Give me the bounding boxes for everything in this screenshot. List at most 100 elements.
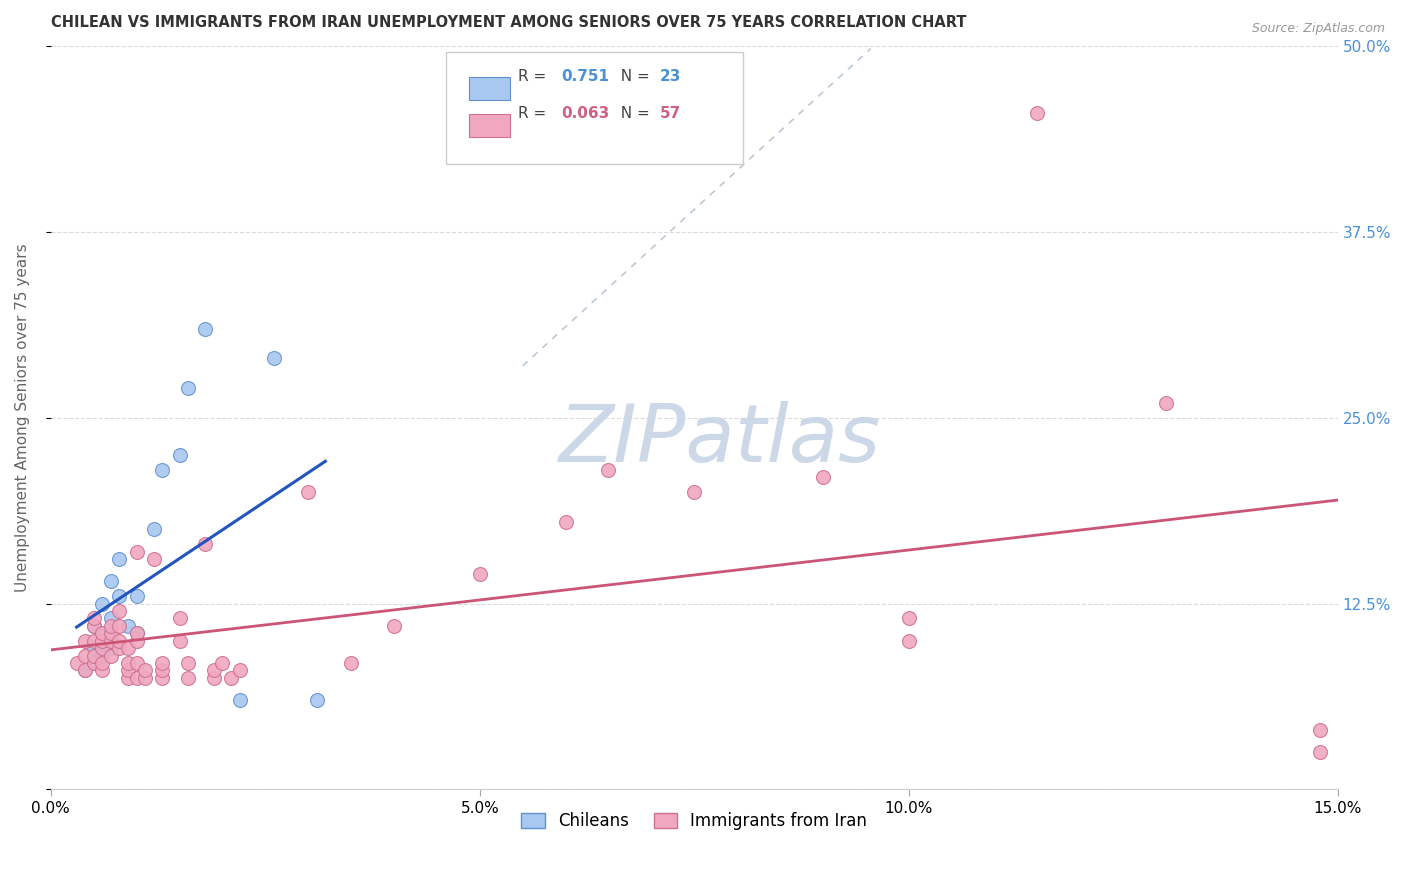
Point xyxy=(100,626,122,640)
Point xyxy=(100,633,122,648)
Point xyxy=(683,485,706,500)
Point xyxy=(263,351,285,366)
Point xyxy=(228,664,250,678)
Point xyxy=(211,656,233,670)
Point xyxy=(194,537,217,551)
Point xyxy=(125,633,148,648)
Point xyxy=(108,619,131,633)
Point xyxy=(1026,106,1049,120)
Point xyxy=(75,664,97,678)
Point xyxy=(83,656,105,670)
Point xyxy=(125,671,148,685)
Point xyxy=(108,589,131,603)
Point xyxy=(169,448,191,462)
Point xyxy=(100,641,122,656)
Point xyxy=(125,626,148,640)
Point xyxy=(134,671,156,685)
Point xyxy=(91,664,114,678)
Point xyxy=(382,619,405,633)
Point xyxy=(305,693,328,707)
Point xyxy=(142,522,165,536)
Point xyxy=(91,633,114,648)
Point xyxy=(75,664,97,678)
Point xyxy=(83,656,105,670)
Point xyxy=(150,656,173,670)
Point xyxy=(1154,396,1177,410)
Point xyxy=(177,671,200,685)
Point xyxy=(125,626,148,640)
Point xyxy=(202,664,225,678)
Point xyxy=(150,463,173,477)
Point xyxy=(117,671,139,685)
Point xyxy=(91,656,114,670)
Point xyxy=(134,664,156,678)
Point xyxy=(75,633,97,648)
Point xyxy=(83,641,105,656)
Point xyxy=(91,633,114,648)
Point xyxy=(142,552,165,566)
Point xyxy=(91,641,114,656)
Point xyxy=(75,648,97,663)
Point xyxy=(219,671,242,685)
Point xyxy=(228,693,250,707)
Point xyxy=(177,656,200,670)
Point xyxy=(897,633,920,648)
Text: ZIPatlas: ZIPatlas xyxy=(560,401,882,479)
Text: 23: 23 xyxy=(659,69,681,84)
Point xyxy=(83,611,105,625)
Point xyxy=(91,648,114,663)
Point xyxy=(1309,745,1331,759)
Point xyxy=(100,619,122,633)
Point xyxy=(125,589,148,603)
Point xyxy=(108,552,131,566)
Text: R =: R = xyxy=(517,106,551,120)
Point xyxy=(100,633,122,648)
Point xyxy=(83,619,105,633)
Point xyxy=(117,619,139,633)
Point xyxy=(150,671,173,685)
Point xyxy=(297,485,319,500)
FancyBboxPatch shape xyxy=(470,77,510,100)
Text: N =: N = xyxy=(610,106,654,120)
Point xyxy=(598,463,620,477)
Point xyxy=(108,604,131,618)
Point xyxy=(169,633,191,648)
Point xyxy=(65,656,87,670)
Point xyxy=(117,641,139,656)
Point xyxy=(91,597,114,611)
Point xyxy=(150,664,173,678)
Text: 57: 57 xyxy=(659,106,681,120)
Point xyxy=(108,633,131,648)
Point xyxy=(468,566,491,581)
Point xyxy=(117,656,139,670)
Point xyxy=(125,656,148,670)
FancyBboxPatch shape xyxy=(446,52,744,164)
Point xyxy=(83,619,105,633)
Point xyxy=(100,574,122,589)
Text: Source: ZipAtlas.com: Source: ZipAtlas.com xyxy=(1251,22,1385,36)
Legend: Chileans, Immigrants from Iran: Chileans, Immigrants from Iran xyxy=(515,805,875,837)
Point xyxy=(340,656,363,670)
Point xyxy=(100,648,122,663)
FancyBboxPatch shape xyxy=(470,113,510,137)
Point xyxy=(83,633,105,648)
Text: R =: R = xyxy=(517,69,551,84)
Text: 0.063: 0.063 xyxy=(561,106,610,120)
Text: 0.751: 0.751 xyxy=(561,69,610,84)
Point xyxy=(117,664,139,678)
Point xyxy=(91,626,114,640)
Point xyxy=(554,515,576,529)
Point xyxy=(91,626,114,640)
Point xyxy=(177,381,200,395)
Point xyxy=(202,671,225,685)
Point xyxy=(125,544,148,558)
Text: CHILEAN VS IMMIGRANTS FROM IRAN UNEMPLOYMENT AMONG SENIORS OVER 75 YEARS CORRELA: CHILEAN VS IMMIGRANTS FROM IRAN UNEMPLOY… xyxy=(51,15,966,30)
Point xyxy=(897,611,920,625)
Point xyxy=(811,470,834,484)
Point xyxy=(169,611,191,625)
Point xyxy=(83,648,105,663)
Text: N =: N = xyxy=(610,69,654,84)
Y-axis label: Unemployment Among Seniors over 75 years: Unemployment Among Seniors over 75 years xyxy=(15,244,30,592)
Point xyxy=(1309,723,1331,737)
Point xyxy=(194,321,217,335)
